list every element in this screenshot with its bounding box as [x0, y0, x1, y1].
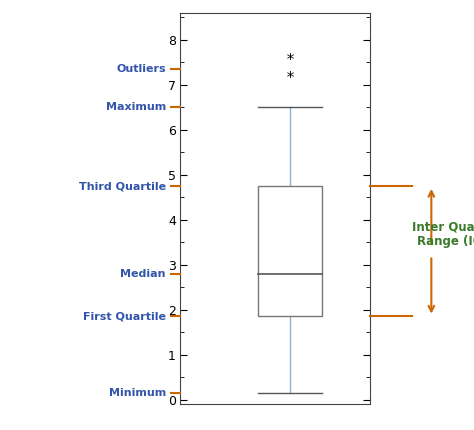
Text: *: * — [285, 52, 295, 68]
Text: Minimum: Minimum — [109, 388, 166, 398]
Text: Median: Median — [120, 269, 166, 279]
Text: Third Quartile: Third Quartile — [79, 181, 166, 191]
Text: Outliers: Outliers — [116, 64, 166, 74]
Bar — [258, 186, 322, 316]
Text: Maximum: Maximum — [106, 102, 166, 112]
Text: *: * — [285, 71, 295, 86]
Text: First Quartile: First Quartile — [83, 311, 166, 322]
Text: Inter Quartile
Range (IQR): Inter Quartile Range (IQR) — [412, 220, 474, 248]
